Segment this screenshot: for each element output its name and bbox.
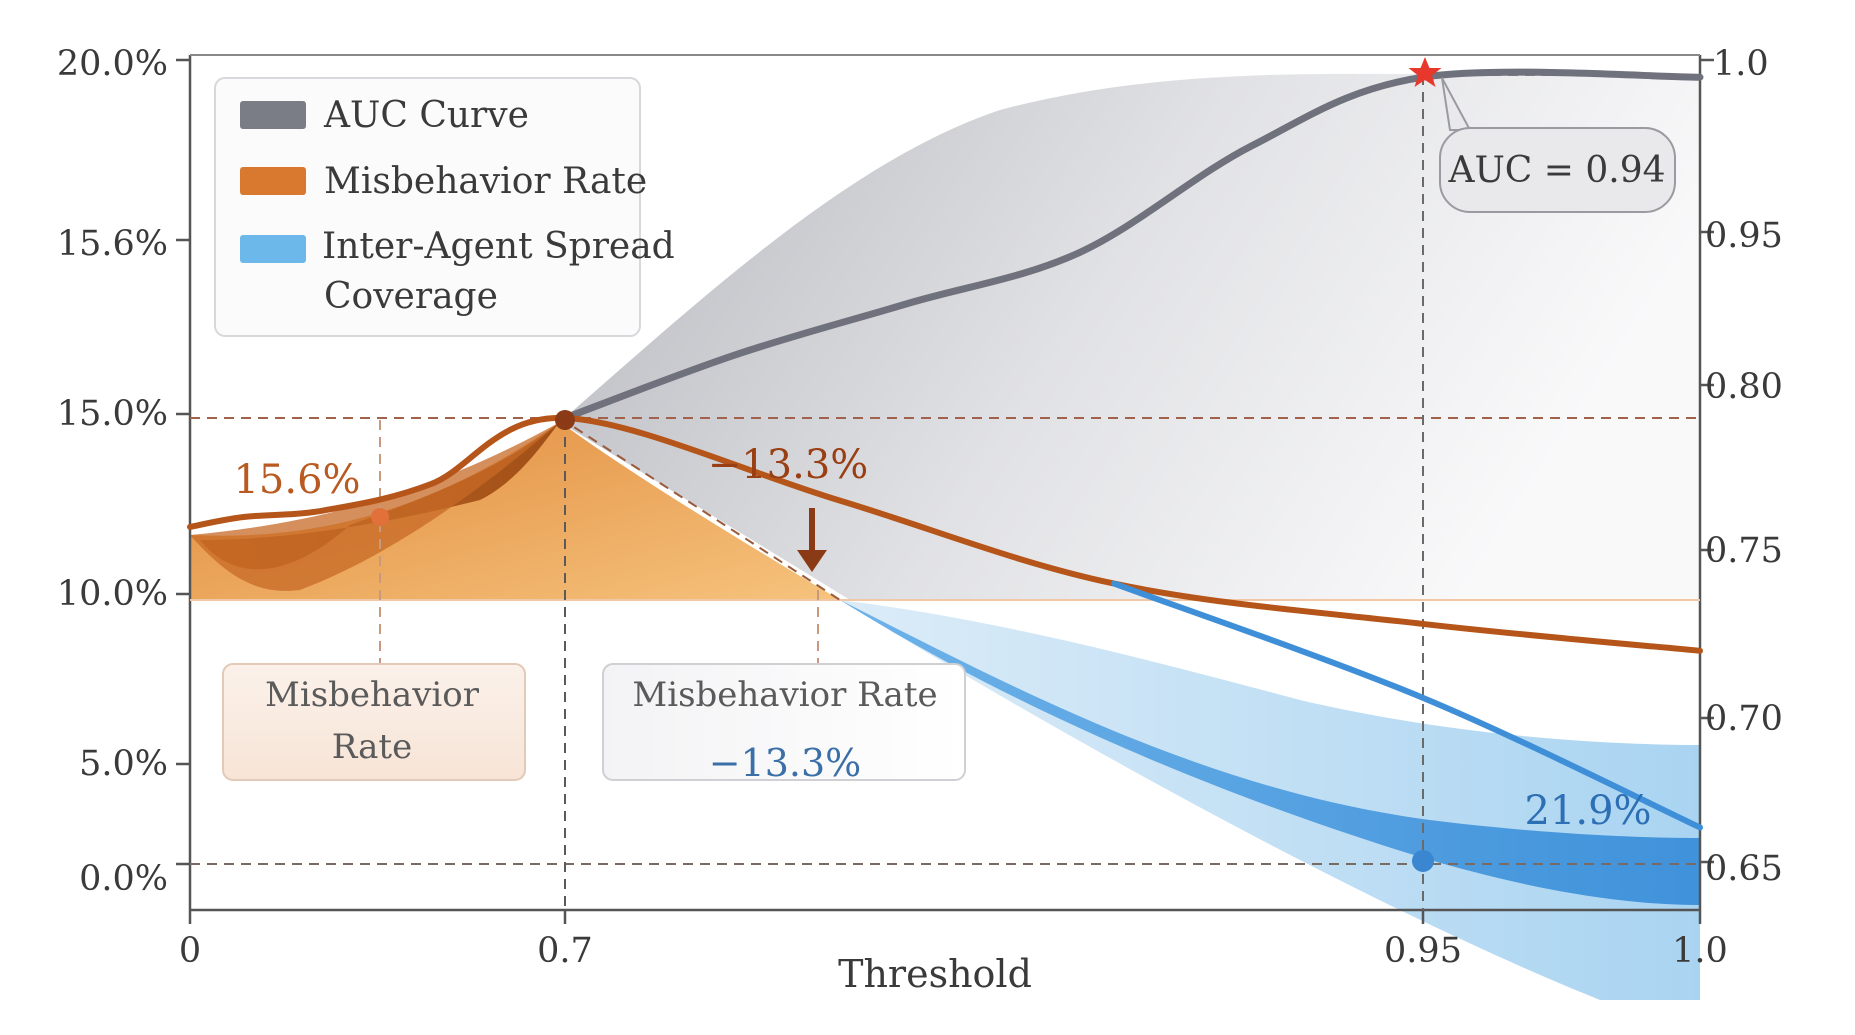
x-tick: 0: [179, 931, 201, 971]
y-right-tick: 0.95: [1705, 216, 1783, 256]
guide-diag: [559, 417, 841, 601]
y-left-tick-labels: 20.0% 15.6% 15.0% 10.0% 5.0% 0.0%: [57, 44, 168, 899]
box-mid-line2: −13.3%: [709, 741, 862, 785]
x-axis-label: Threshold: [838, 952, 1032, 996]
misbehavior-area: [190, 422, 840, 600]
box-left-line1: Misbehavior: [265, 675, 480, 715]
legend-swatch-auc: [240, 101, 306, 129]
guide-lines: [190, 74, 1700, 910]
legend-label-spread-line2: Coverage: [324, 276, 498, 317]
down-arrow-icon: [797, 508, 827, 572]
legend-label-auc: AUC Curve: [323, 95, 529, 136]
legend-label-misbehavior: Misbehavior Rate: [324, 161, 647, 202]
axes: [188, 54, 1702, 912]
auc-area: [560, 73, 1700, 600]
y-left-tick: 5.0%: [79, 744, 168, 784]
y-right-tick-labels: 1.0 0.95 0.80 0.75 0.70 0.65: [1705, 44, 1783, 889]
series-lines: [187, 68, 1704, 831]
box-left: Misbehavior Rate: [222, 663, 526, 781]
auc-label: AUC = 0.94: [1447, 150, 1665, 191]
left-rate-marker: [371, 508, 389, 526]
legend-label-spread: Inter-Agent Spread: [322, 226, 675, 267]
markers: [371, 57, 1442, 872]
y-right-tick: 0.75: [1705, 531, 1783, 571]
peak-marker: [555, 410, 575, 430]
legend: AUC Curve Misbehavior Rate Inter-Agent S…: [214, 77, 675, 337]
y-left-tick: 15.6%: [57, 224, 168, 264]
legend-swatch-spread: [240, 235, 306, 263]
x-tick-labels: 0 0.7 0.95 1.0: [179, 931, 1728, 971]
y-right-tick: 0.80: [1705, 367, 1783, 407]
y-left-tick: 0.0%: [79, 859, 168, 899]
series-line-auc-curve: [561, 68, 1704, 422]
legend-swatch-misbehavior: [240, 167, 306, 195]
spread-label: 21.9%: [1524, 788, 1651, 834]
drop-label: −13.3%: [708, 442, 869, 488]
tick-marks: [176, 58, 1714, 924]
x-tick: 0.7: [537, 931, 593, 971]
y-right-tick: 0.65: [1705, 849, 1783, 889]
series-line-inter-agent-spread-coverage: [1111, 580, 1703, 831]
x-tick: 0.95: [1384, 931, 1462, 971]
y-left-tick: 20.0%: [57, 44, 168, 84]
box-mid: Misbehavior Rate −13.3%: [602, 663, 966, 785]
auc-star-marker: [1408, 57, 1442, 87]
x-tick: 1.0: [1672, 931, 1728, 971]
spread-marker: [1412, 850, 1434, 872]
auc-callout: AUC = 0.94: [1439, 77, 1676, 213]
left-rate-label: 15.6%: [233, 457, 360, 503]
series-line-misbehavior-rate: [187, 414, 1703, 654]
y-right-tick: 1.0: [1713, 44, 1769, 84]
y-left-tick: 10.0%: [57, 574, 168, 614]
y-right-tick: 0.70: [1705, 699, 1783, 739]
box-left-line2: Rate: [332, 727, 412, 767]
box-mid-line1: Misbehavior Rate: [632, 675, 937, 715]
y-left-tick: 15.0%: [57, 394, 168, 434]
